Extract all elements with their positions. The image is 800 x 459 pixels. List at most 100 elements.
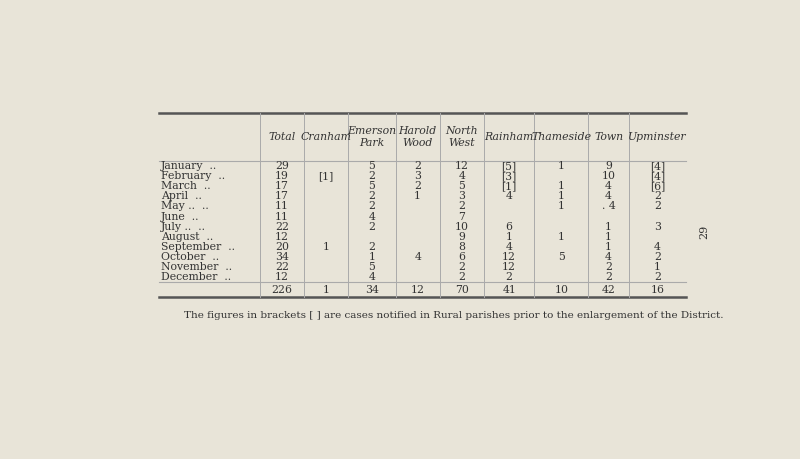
Text: 6: 6 (506, 222, 513, 232)
Text: June  ..: June .. (162, 212, 200, 222)
Text: Total: Total (268, 132, 295, 142)
Text: Harold
Wood: Harold Wood (398, 126, 437, 148)
Text: 1: 1 (558, 232, 565, 242)
Text: Rainham: Rainham (485, 132, 534, 142)
Text: 5: 5 (369, 181, 375, 191)
Text: 41: 41 (502, 285, 516, 295)
Text: Thameside: Thameside (531, 132, 591, 142)
Text: 42: 42 (602, 285, 615, 295)
Text: 4: 4 (369, 272, 375, 282)
Text: 1: 1 (558, 202, 565, 212)
Text: [1]: [1] (318, 171, 334, 181)
Text: 29: 29 (699, 224, 710, 239)
Text: 3: 3 (458, 191, 466, 202)
Text: 17: 17 (275, 191, 289, 202)
Text: October  ..: October .. (162, 252, 219, 262)
Text: [1]: [1] (502, 181, 517, 191)
Text: 10: 10 (602, 171, 615, 181)
Text: 4: 4 (605, 191, 612, 202)
Text: North
West: North West (446, 126, 478, 148)
Text: 22: 22 (275, 222, 289, 232)
Text: 1: 1 (558, 191, 565, 202)
Text: 12: 12 (275, 232, 289, 242)
Text: 4: 4 (654, 242, 661, 252)
Text: 4: 4 (605, 181, 612, 191)
Text: 1: 1 (605, 222, 612, 232)
Text: 1: 1 (558, 161, 565, 171)
Text: 1: 1 (605, 242, 612, 252)
Text: 29: 29 (275, 161, 289, 171)
Text: 12: 12 (410, 285, 425, 295)
Text: 1: 1 (654, 262, 661, 272)
Text: 1: 1 (605, 232, 612, 242)
Text: 20: 20 (275, 242, 289, 252)
Text: 5: 5 (369, 161, 375, 171)
Text: 6: 6 (458, 252, 466, 262)
Text: 2: 2 (369, 191, 375, 202)
Text: 12: 12 (455, 161, 469, 171)
Text: 9: 9 (458, 232, 466, 242)
Text: Cranham: Cranham (301, 132, 352, 142)
Text: 2: 2 (506, 272, 513, 282)
Text: 10: 10 (554, 285, 568, 295)
Text: August  ..: August .. (162, 232, 214, 242)
Text: 2: 2 (458, 272, 466, 282)
Text: April  ..: April .. (162, 191, 202, 202)
Text: 9: 9 (605, 161, 612, 171)
Text: 17: 17 (275, 181, 289, 191)
Text: 12: 12 (502, 252, 516, 262)
Text: 1: 1 (322, 242, 330, 252)
Text: 34: 34 (365, 285, 379, 295)
Text: 4: 4 (369, 212, 375, 222)
Text: 4: 4 (506, 242, 513, 252)
Text: 11: 11 (275, 202, 289, 212)
Text: 2: 2 (414, 181, 421, 191)
Text: 2: 2 (458, 262, 466, 272)
Text: 2: 2 (605, 262, 612, 272)
Text: 4: 4 (506, 191, 513, 202)
Text: 2: 2 (369, 242, 375, 252)
Text: 8: 8 (458, 242, 466, 252)
Text: 2: 2 (369, 222, 375, 232)
Text: [6]: [6] (650, 181, 665, 191)
Text: [4]: [4] (650, 161, 665, 171)
Text: [4]: [4] (650, 171, 665, 181)
Text: 5: 5 (558, 252, 565, 262)
Text: 12: 12 (502, 262, 516, 272)
Text: 2: 2 (414, 161, 421, 171)
Text: 2: 2 (654, 272, 661, 282)
Text: 10: 10 (455, 222, 469, 232)
Text: 1: 1 (414, 191, 421, 202)
Text: December  ..: December .. (162, 272, 231, 282)
Text: Emerson
Park: Emerson Park (347, 126, 397, 148)
Text: 1: 1 (369, 252, 375, 262)
Text: 11: 11 (275, 212, 289, 222)
Text: March  ..: March .. (162, 181, 211, 191)
Text: 2: 2 (654, 202, 661, 212)
Text: 2: 2 (458, 202, 466, 212)
Text: Upminster: Upminster (628, 132, 687, 142)
Text: July ..  ..: July .. .. (162, 222, 206, 232)
Text: February  ..: February .. (162, 171, 226, 181)
Text: 4: 4 (414, 252, 421, 262)
Text: September  ..: September .. (162, 242, 235, 252)
Text: January  ..: January .. (162, 161, 218, 171)
Text: [3]: [3] (502, 171, 517, 181)
Text: [5]: [5] (502, 161, 517, 171)
Text: 5: 5 (369, 262, 375, 272)
Text: 19: 19 (275, 171, 289, 181)
Text: 2: 2 (654, 252, 661, 262)
Text: 2: 2 (369, 202, 375, 212)
Text: 4: 4 (605, 252, 612, 262)
Text: May ..  ..: May .. .. (162, 202, 209, 212)
Text: The figures in brackets [ ] are cases notified in Rural parishes prior to the en: The figures in brackets [ ] are cases no… (184, 311, 723, 320)
Text: 2: 2 (605, 272, 612, 282)
Text: 2: 2 (654, 191, 661, 202)
Text: 7: 7 (458, 212, 466, 222)
Text: 1: 1 (322, 285, 330, 295)
Text: 3: 3 (654, 222, 661, 232)
Text: 16: 16 (650, 285, 665, 295)
Text: 34: 34 (275, 252, 289, 262)
Text: 4: 4 (458, 171, 466, 181)
Text: 22: 22 (275, 262, 289, 272)
